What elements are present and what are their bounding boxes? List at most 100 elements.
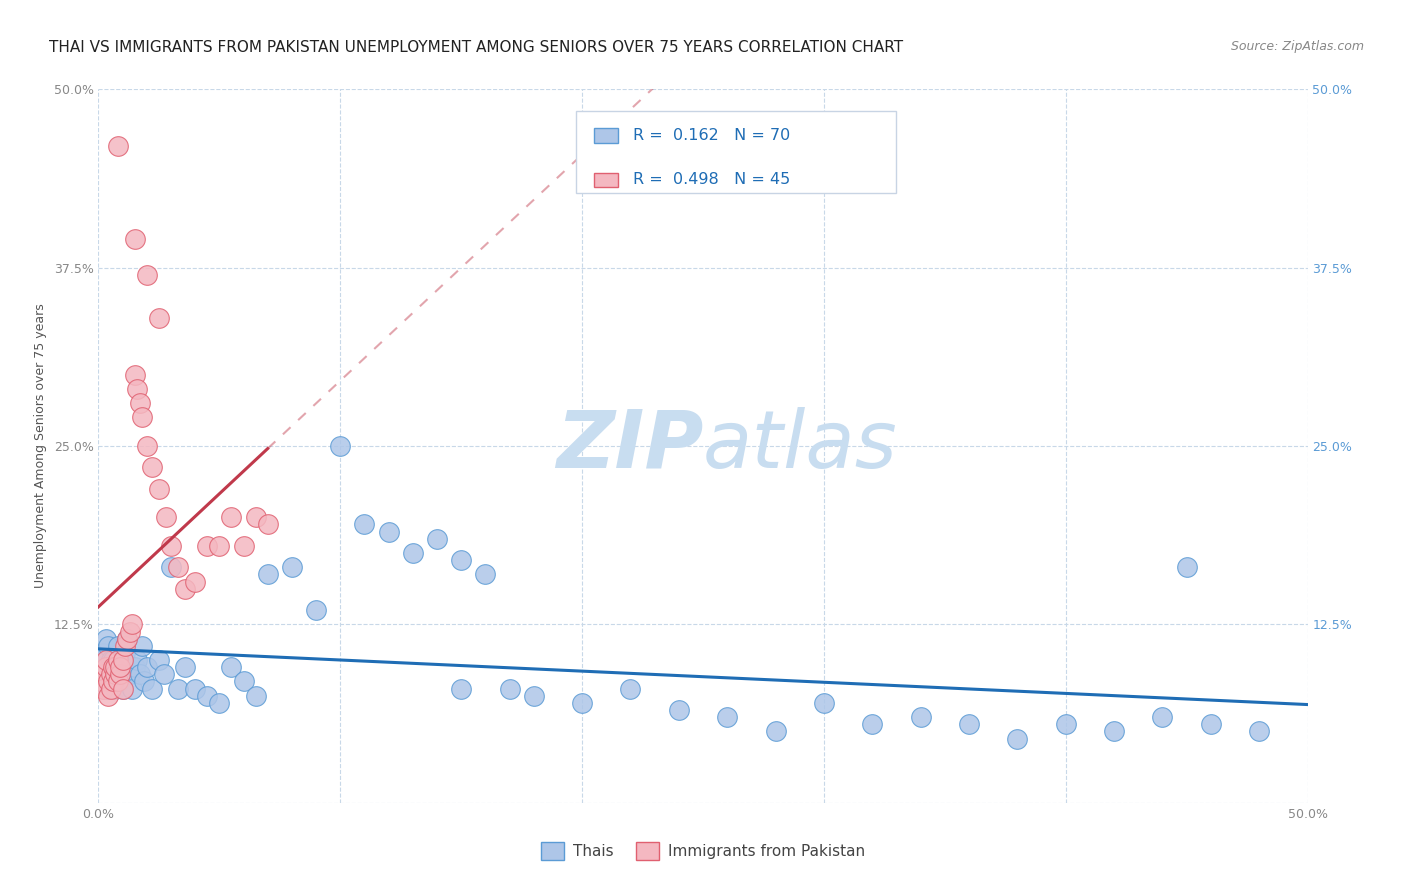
Point bbox=[1054, 717, 1077, 731]
Point bbox=[97, 674, 120, 689]
Point bbox=[117, 632, 139, 646]
Point bbox=[148, 653, 170, 667]
Point bbox=[174, 660, 197, 674]
FancyBboxPatch shape bbox=[595, 128, 619, 143]
Point bbox=[174, 582, 197, 596]
Point bbox=[108, 653, 131, 667]
Point bbox=[221, 510, 243, 524]
Point bbox=[281, 560, 304, 574]
Point bbox=[104, 667, 127, 681]
Point bbox=[104, 681, 127, 696]
Point bbox=[97, 689, 120, 703]
Point bbox=[329, 439, 352, 453]
Point bbox=[108, 667, 131, 681]
Text: R =  0.498   N = 45: R = 0.498 N = 45 bbox=[633, 172, 790, 187]
Text: THAI VS IMMIGRANTS FROM PAKISTAN UNEMPLOYMENT AMONG SENIORS OVER 75 YEARS CORREL: THAI VS IMMIGRANTS FROM PAKISTAN UNEMPLO… bbox=[49, 40, 903, 55]
Point bbox=[184, 681, 207, 696]
Point bbox=[135, 660, 157, 674]
Point bbox=[131, 639, 153, 653]
Point bbox=[131, 410, 153, 425]
Point bbox=[121, 617, 143, 632]
Point bbox=[91, 681, 114, 696]
Point bbox=[114, 639, 136, 653]
Point bbox=[100, 667, 122, 681]
Point bbox=[90, 653, 112, 667]
Point bbox=[104, 660, 127, 674]
Point bbox=[90, 674, 112, 689]
Point bbox=[167, 560, 190, 574]
Text: ZIP: ZIP bbox=[555, 407, 703, 485]
Point bbox=[765, 724, 787, 739]
Point bbox=[118, 667, 141, 681]
Point bbox=[121, 681, 143, 696]
Point bbox=[1102, 724, 1125, 739]
Point bbox=[232, 539, 254, 553]
Point bbox=[716, 710, 738, 724]
Point bbox=[94, 660, 117, 674]
Point bbox=[860, 717, 883, 731]
Point bbox=[1152, 710, 1174, 724]
Point bbox=[107, 139, 129, 153]
Point bbox=[135, 268, 157, 282]
Point bbox=[135, 439, 157, 453]
Point bbox=[1249, 724, 1271, 739]
Point bbox=[498, 681, 520, 696]
Point bbox=[208, 696, 231, 710]
Point bbox=[111, 681, 134, 696]
Point bbox=[94, 653, 117, 667]
Point bbox=[101, 660, 124, 674]
Point bbox=[107, 639, 129, 653]
Point bbox=[124, 660, 146, 674]
Point bbox=[160, 539, 183, 553]
Point bbox=[450, 681, 472, 696]
Point bbox=[245, 510, 267, 524]
Point bbox=[101, 660, 124, 674]
Point bbox=[245, 689, 267, 703]
Point bbox=[450, 553, 472, 567]
Point bbox=[148, 482, 170, 496]
Point bbox=[94, 632, 117, 646]
FancyBboxPatch shape bbox=[576, 111, 897, 193]
Point bbox=[256, 517, 278, 532]
Point bbox=[426, 532, 449, 546]
Point bbox=[195, 539, 218, 553]
Point bbox=[111, 681, 134, 696]
Point bbox=[128, 396, 150, 410]
Point bbox=[1175, 560, 1198, 574]
Point bbox=[167, 681, 190, 696]
Point bbox=[221, 660, 243, 674]
Point bbox=[232, 674, 254, 689]
Point bbox=[111, 653, 134, 667]
Point bbox=[152, 667, 174, 681]
Point bbox=[208, 539, 231, 553]
Point bbox=[111, 660, 134, 674]
Point bbox=[160, 560, 183, 574]
Point bbox=[117, 632, 139, 646]
Point bbox=[100, 653, 122, 667]
Point bbox=[813, 696, 835, 710]
Point bbox=[377, 524, 399, 539]
Text: atlas: atlas bbox=[703, 407, 898, 485]
Point bbox=[256, 567, 278, 582]
Y-axis label: Unemployment Among Seniors over 75 years: Unemployment Among Seniors over 75 years bbox=[34, 303, 46, 589]
Point bbox=[128, 667, 150, 681]
Legend: Thais, Immigrants from Pakistan: Thais, Immigrants from Pakistan bbox=[534, 836, 872, 866]
Point bbox=[1007, 731, 1029, 746]
Text: Source: ZipAtlas.com: Source: ZipAtlas.com bbox=[1230, 40, 1364, 54]
Point bbox=[127, 382, 149, 396]
Point bbox=[97, 639, 120, 653]
Point bbox=[619, 681, 641, 696]
Point bbox=[402, 546, 425, 560]
Point bbox=[91, 646, 114, 660]
FancyBboxPatch shape bbox=[595, 173, 619, 187]
Point bbox=[134, 674, 156, 689]
Point bbox=[1199, 717, 1222, 731]
Point bbox=[97, 681, 120, 696]
Point bbox=[124, 368, 146, 382]
Point bbox=[107, 674, 129, 689]
Point bbox=[108, 660, 131, 674]
Point bbox=[353, 517, 375, 532]
Point bbox=[101, 653, 124, 667]
Point bbox=[305, 603, 328, 617]
Point bbox=[124, 232, 146, 246]
